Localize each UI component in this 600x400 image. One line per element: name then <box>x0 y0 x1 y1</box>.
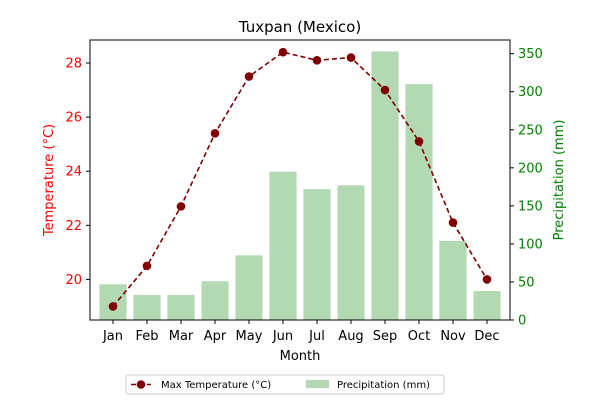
left-tick-label: 20 <box>65 273 82 288</box>
x-tick-label: Oct <box>408 329 430 344</box>
plot-frame <box>89 39 511 321</box>
right-tick-label: 0 <box>518 314 526 329</box>
right-tick-label: 200 <box>518 161 543 176</box>
right-tick-label: 50 <box>518 275 535 290</box>
left-tick-label: 28 <box>65 56 82 71</box>
temperature-point-apr <box>210 129 220 138</box>
precip-bar-feb <box>133 294 161 320</box>
precip-bar-mar <box>167 294 195 320</box>
legend-label-precipitation: Precipitation (mm) <box>337 380 430 391</box>
legend: Max Temperature (°C) Precipitation (mm) <box>125 374 445 395</box>
precip-bar-jun <box>269 171 297 320</box>
precip-bar-apr <box>201 281 229 320</box>
right-tick-label: 350 <box>518 47 543 62</box>
temperature-point-dec <box>482 275 492 284</box>
temperature-point-aug <box>346 53 356 62</box>
x-tick-label: Aug <box>338 329 363 344</box>
x-tick-label: Dec <box>474 329 499 344</box>
precip-bar-oct <box>405 84 433 320</box>
temperature-point-may <box>244 72 254 81</box>
right-tick-label: 100 <box>518 237 543 252</box>
legend-box <box>125 374 445 395</box>
legend-label-temperature: Max Temperature (°C) <box>161 380 271 391</box>
right-tick-label: 300 <box>518 85 543 100</box>
right-axis: 0 50 100 150 200 250 300 350 <box>510 47 543 329</box>
left-axis-label: Temperature (°C) <box>42 124 57 237</box>
x-tick-label: Sep <box>373 329 398 344</box>
line-group <box>108 47 492 311</box>
x-tick-label: Mar <box>169 329 194 344</box>
x-tick-label: Jan <box>102 329 123 344</box>
precip-bar-may <box>235 255 263 320</box>
precip-bar-dec <box>473 291 501 320</box>
left-axis: 20 22 24 26 28 <box>65 56 90 288</box>
temperature-point-nov <box>448 218 458 227</box>
right-tick-label: 150 <box>518 199 543 214</box>
x-tick-label: Apr <box>204 329 227 344</box>
temperature-point-oct <box>414 137 424 146</box>
x-tick-label: Nov <box>440 329 466 344</box>
legend-marker-swatch <box>136 380 146 389</box>
precip-bar-nov <box>439 240 467 320</box>
temperature-point-jun <box>278 47 288 57</box>
temperature-point-jan <box>108 302 118 311</box>
x-tick-label: May <box>236 329 263 344</box>
precip-bar-jul <box>303 189 331 320</box>
right-axis-label: Precipitation (mm) <box>552 120 567 241</box>
bars-group <box>99 51 501 320</box>
precip-bar-aug <box>337 185 365 320</box>
right-tick-label: 250 <box>518 123 543 138</box>
chart-title: Tuxpan (Mexico) <box>238 18 361 36</box>
x-tick-label: Jun <box>272 329 293 344</box>
precip-bar-sep <box>371 51 399 320</box>
legend-bar-swatch <box>306 380 329 388</box>
x-tick-label: Jul <box>308 329 325 344</box>
temperature-point-jul <box>312 55 322 65</box>
left-tick-label: 26 <box>65 111 82 126</box>
x-tick-label: Feb <box>135 329 158 344</box>
left-tick-label: 24 <box>65 165 82 180</box>
x-axis: Jan Feb Mar Apr May Jun Jul Aug Sep Oct Nov Dec <box>102 320 500 344</box>
precip-bar-jan <box>99 284 127 320</box>
left-tick-label: 22 <box>65 219 82 234</box>
temperature-point-mar <box>176 202 186 211</box>
x-axis-label: Month <box>280 349 321 364</box>
temperature-point-feb <box>142 261 152 271</box>
temperature-point-sep <box>380 85 390 95</box>
